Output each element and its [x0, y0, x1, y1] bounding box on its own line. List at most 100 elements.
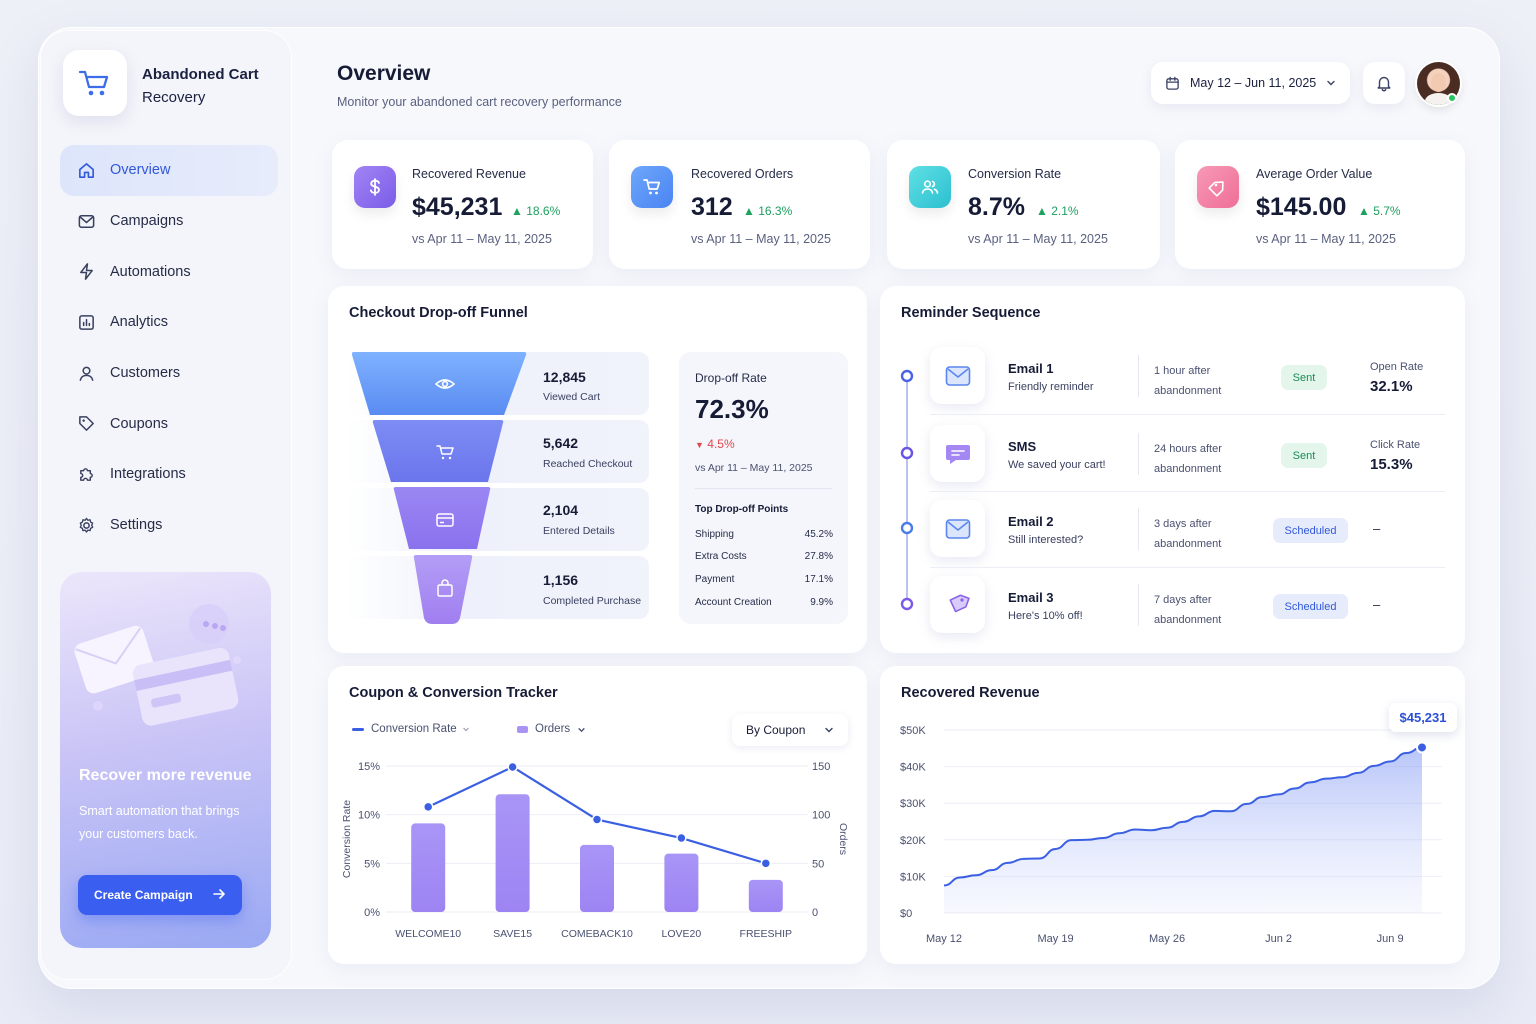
trend-up-icon: ▲: [743, 204, 755, 218]
drop-off-point-name: Extra Costs: [695, 551, 747, 562]
kpi-delta: ▲ 2.1%: [1036, 204, 1079, 218]
sidebar-item-customers[interactable]: Customers: [60, 348, 278, 399]
y-tick-right: 150: [812, 761, 830, 773]
coupon-filter-dropdown[interactable]: By Coupon: [732, 714, 848, 746]
sidebar-item-automations[interactable]: Automations: [60, 246, 278, 297]
mail-icon: [78, 214, 95, 228]
timing-line: 3 days after: [1154, 518, 1212, 530]
divider: [1138, 584, 1139, 626]
kpi-value: 8.7%: [968, 193, 1025, 221]
y-tick: $50K: [900, 725, 926, 737]
timing-line: 1 hour after: [1154, 365, 1211, 377]
drop-off-point-name: Payment: [695, 574, 735, 585]
status-badge: Sent: [1281, 365, 1327, 390]
kpi-delta-value: 5.7%: [1373, 204, 1401, 218]
legend-swatch-bar: [517, 725, 528, 733]
sidebar-item-campaigns[interactable]: Campaigns: [60, 196, 278, 247]
create-campaign-label: Create Campaign: [94, 888, 193, 902]
tag-icon: [948, 593, 970, 612]
brand-name: Abandoned Cart Recovery: [142, 63, 259, 109]
reminder-icon-container: [930, 576, 985, 633]
funnel-stage-reached-checkout[interactable]: [372, 420, 504, 482]
tag-icon: [1208, 181, 1224, 197]
notifications-button[interactable]: [1363, 62, 1405, 104]
bar-orders-freeship: [748, 879, 783, 912]
chart-icon: [79, 314, 94, 330]
y-tick: $20K: [900, 835, 926, 847]
drop-off-panel: Drop-off Rate 72.3% ▼ 4.5% vs Apr 11 – M…: [679, 352, 848, 624]
kpi-label: Recovered Orders: [691, 167, 794, 181]
promo-card: Recover more revenue Smart automation th…: [60, 572, 271, 948]
y-tick-left: 5%: [364, 858, 380, 870]
card-icon: [436, 513, 454, 527]
cart-icon: [643, 179, 661, 195]
reminder-timeline: [900, 369, 914, 611]
reminder-step-timing: 3 days after abandonment: [1154, 514, 1221, 554]
revenue-line: [943, 746, 1423, 887]
sidebar-item-settings[interactable]: Settings: [60, 500, 278, 551]
sidebar-item-integrations[interactable]: Integrations: [60, 449, 278, 500]
online-status-dot: [1447, 93, 1457, 103]
kpi-delta: ▲ 16.3%: [743, 204, 792, 218]
drop-off-point-value: 27.8%: [804, 551, 833, 562]
y-tick: $30K: [900, 798, 926, 810]
drop-off-label: Drop-off Rate: [695, 371, 767, 385]
create-campaign-button[interactable]: Create Campaign: [78, 875, 242, 915]
chat-icon: [945, 444, 970, 464]
chevron-down-icon: [825, 727, 833, 733]
brand-logo[interactable]: [63, 50, 127, 116]
cart-icon: [436, 445, 454, 460]
kpi-delta: ▲ 18.6%: [511, 204, 560, 218]
revenue-callout: $45,231: [1389, 703, 1457, 732]
x-tick: May 26: [1149, 933, 1185, 945]
metric-value: 15.3%: [1370, 456, 1413, 473]
reminder-step-email-1[interactable]: Email 1 Friendly reminder 1 hour after ab…: [930, 347, 1445, 415]
kpi-delta-value: 2.1%: [1051, 204, 1079, 218]
reminder-step-name: SMS: [1008, 439, 1037, 454]
funnel-stage-value: 1,156: [543, 572, 579, 588]
legend-orders[interactable]: Orders: [517, 723, 586, 735]
y-tick-left: 0%: [364, 907, 380, 919]
kpi-icon-container: [354, 166, 396, 208]
users-icon: [921, 180, 939, 194]
sidebar-item-overview[interactable]: Overview: [60, 145, 278, 196]
reminder-step-sms[interactable]: SMS We saved your cart! 24 hours after ab…: [930, 425, 1445, 492]
chevron-down-icon: [1327, 80, 1335, 86]
reminder-step-timing: 7 days after abandonment: [1154, 590, 1221, 630]
reminder-step-email-2[interactable]: Email 2 Still interested? 3 days after ab…: [930, 500, 1445, 568]
y-tick: $40K: [900, 762, 926, 774]
avatar-body: [1425, 93, 1452, 105]
kpi-icon-container: [1197, 166, 1239, 208]
legend-conversion-rate[interactable]: Conversion Rate: [352, 723, 470, 735]
mail-icon: [945, 518, 970, 539]
sidebar-item-coupons[interactable]: Coupons: [60, 398, 278, 449]
drop-off-points-title: Top Drop-off Points: [695, 504, 789, 515]
bag-icon: [437, 579, 453, 597]
divider: [1138, 433, 1139, 475]
chevron-down-icon: [462, 727, 469, 732]
timing-line: abandonment: [1154, 538, 1222, 550]
kpi-comparison: vs Apr 11 – May 11, 2025: [691, 232, 831, 246]
legend-label: Conversion Rate: [371, 723, 457, 735]
funnel-stage-completed-purchase[interactable]: [413, 555, 473, 624]
y-tick: $0: [900, 908, 912, 920]
date-range-picker[interactable]: May 12 – Jun 11, 2025: [1151, 62, 1350, 104]
y-axis-label-right: Orders: [837, 823, 849, 855]
trend-up-icon: ▲: [511, 204, 523, 218]
status-badge: Scheduled: [1273, 594, 1348, 619]
user-avatar[interactable]: [1417, 62, 1460, 105]
kpi-card-average-order-value: Average Order Value $145.00 ▲ 5.7% vs Ap…: [1175, 140, 1465, 269]
kpi-card-recovered-revenue: Recovered Revenue $45,231 ▲ 18.6% vs Apr…: [332, 140, 593, 269]
reminder-step-email-3[interactable]: Email 3 Here's 10% off! 7 days after aban…: [930, 576, 1445, 636]
funnel-stage-viewed-cart[interactable]: [352, 352, 527, 415]
kpi-comparison: vs Apr 11 – May 11, 2025: [1256, 232, 1396, 246]
sidebar-item-label: Campaigns: [110, 213, 184, 230]
y-tick-right: 0: [812, 907, 818, 919]
home-icon: [79, 162, 94, 178]
kpi-value: $145.00: [1256, 193, 1347, 221]
reminder-step-name: Email 2: [1008, 514, 1054, 529]
drop-off-point-value: 9.9%: [810, 597, 833, 608]
conversion-rate-point-love20: [676, 832, 687, 844]
sidebar-item-analytics[interactable]: Analytics: [60, 297, 278, 348]
bar-orders-welcome10: [411, 823, 446, 912]
